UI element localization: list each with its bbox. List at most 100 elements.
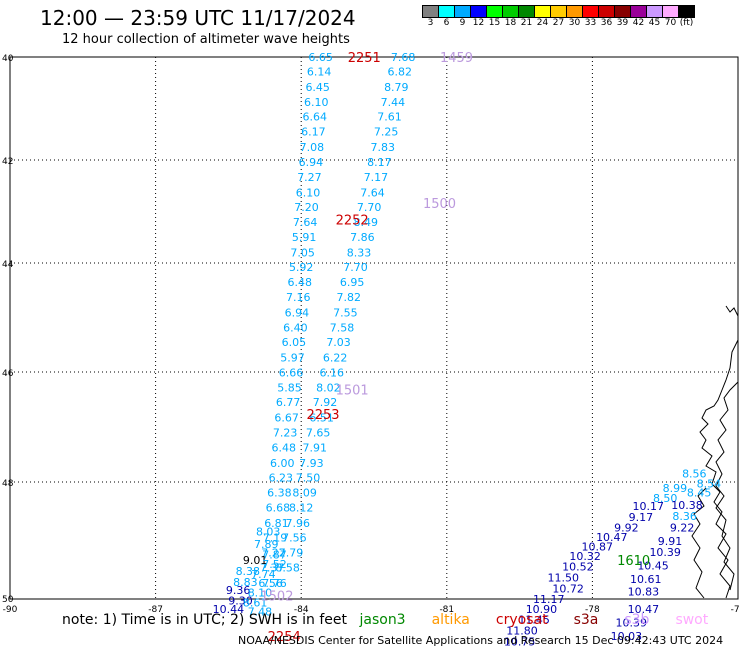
wave-height-value: 10.47 <box>628 603 660 616</box>
lat-tick-label: 40 <box>2 54 14 64</box>
coastline-path-4 <box>725 305 739 317</box>
wave-height-value: 8.58 <box>275 562 300 575</box>
wave-height-value: 7.08 <box>300 141 325 154</box>
wave-height-value: 11.50 <box>548 571 580 584</box>
color-swatch-label: 36 <box>600 18 613 28</box>
wave-height-value: 7.20 <box>294 201 319 214</box>
color-legend: 3 6 9 12 15 18 21 24 27 30 33 36 39 42 45 70 (ft) <box>422 5 695 28</box>
satellite-name-swot: swot <box>675 612 709 628</box>
satellite-name-jason3: jason3 <box>359 612 406 628</box>
wave-height-value: 7.79 <box>279 547 304 560</box>
satellite-name-s3b: s3b <box>624 612 650 628</box>
wave-height-value: 5.85 <box>277 382 302 395</box>
pass-time-label: 2252 <box>336 213 369 228</box>
wave-height-value: 7.64 <box>360 186 385 199</box>
pass-time-label: 1501 <box>336 384 369 399</box>
wave-height-value: 7.91 <box>303 442 328 455</box>
wave-height-value: 6.94 <box>299 156 324 169</box>
wave-height-value: 7.37 <box>260 562 285 575</box>
wave-height-value: 6.56 <box>258 577 283 590</box>
color-legend-labels <box>422 5 695 18</box>
wave-height-value: 8.03 <box>256 525 281 538</box>
wave-height-value: 7.74 <box>251 568 276 581</box>
wave-height-value: 7.82 <box>337 291 362 304</box>
color-swatch-label: 45 <box>648 18 661 28</box>
wave-height-value: 10.90 <box>526 603 558 616</box>
wave-height-value: 6.94 <box>285 306 310 319</box>
wave-height-value: 7.93 <box>299 457 324 470</box>
wave-height-value: 7.50 <box>296 471 321 484</box>
wave-height-value: 7.58 <box>330 322 355 335</box>
wave-height-value: 6.23 <box>269 471 294 484</box>
color-swatch-label: 12 <box>472 18 485 28</box>
pass-time-label: 1500 <box>423 197 456 212</box>
wave-height-value: 6.65 <box>308 51 333 64</box>
wave-height-value: 6.00 <box>270 457 295 470</box>
wave-height-value: 7.19 <box>263 531 288 544</box>
color-swatch-label: 70 <box>664 18 677 28</box>
satellite-legend: jason3 altika cryosat s3a s3b swot <box>359 612 734 628</box>
wave-height-value: 7.55 <box>333 306 358 319</box>
wave-height-value: 8.99 <box>663 482 688 495</box>
wave-height-value: 11.17 <box>533 593 565 606</box>
wave-height-value: 10.39 <box>615 616 647 629</box>
wave-height-value: 10.45 <box>637 560 669 573</box>
color-swatch-label: 9 <box>459 18 466 28</box>
wave-height-value: 5.97 <box>280 351 305 364</box>
lon-tick-label: -78 <box>585 605 600 615</box>
lat-tick-label: 50 <box>2 595 14 605</box>
wave-height-value: 10.32 <box>569 550 601 563</box>
wave-height-value: 7.83 <box>370 141 395 154</box>
wave-height-value: 6.67 <box>274 411 299 424</box>
color-swatch-label: 39 <box>616 18 629 28</box>
lat-tick-label: 42 <box>2 157 13 167</box>
credit-line: NOAA/NESDIS Center for Satellite Applica… <box>238 634 724 647</box>
wave-height-value: 7.86 <box>350 231 375 244</box>
wave-height-value: 8.54 <box>697 477 722 490</box>
lat-tick-label: 46 <box>2 369 14 379</box>
satellite-name-altika: altika <box>431 612 470 628</box>
wave-height-value: 6.51 <box>309 411 334 424</box>
bottom-note: note: 1) Time is in UTC; 2) SWH is in fe… <box>62 612 740 628</box>
map-subtitle: 12 hour collection of altimeter wave hei… <box>62 32 350 47</box>
wave-height-value: 6.82 <box>387 66 412 79</box>
wave-height-value: 6.66 <box>279 366 304 379</box>
wave-height-value: 8.38 <box>236 565 261 578</box>
color-swatch-label: 6 <box>443 18 450 28</box>
color-swatch-label: 30 <box>568 18 581 28</box>
wave-height-value: 10.75 <box>504 635 536 648</box>
wave-height-value: 8.02 <box>316 382 341 395</box>
wave-height-value: 10.61 <box>630 573 662 586</box>
wave-height-value: 7.70 <box>343 261 368 274</box>
wave-height-value: 6.10 <box>296 186 321 199</box>
wave-height-value: 7.48 <box>248 606 273 619</box>
wave-height-value: 7.22 <box>261 547 286 560</box>
wave-height-value: 9.01 <box>243 554 268 567</box>
color-swatch-label: 15 <box>488 18 501 28</box>
color-swatch-label: 33 <box>584 18 597 28</box>
wave-height-value: 8.61 <box>243 596 268 609</box>
wave-height-value: 8.36 <box>672 510 697 523</box>
wave-height-value: 8.12 <box>289 502 314 515</box>
wave-height-value: 9.22 <box>670 522 695 535</box>
color-swatch-label: 42 <box>632 18 645 28</box>
wave-height-value: 10.39 <box>649 546 681 559</box>
wave-height-value: 6.64 <box>303 111 328 124</box>
wave-height-value: 6.68 <box>266 502 291 515</box>
wave-height-value: 6.22 <box>323 351 348 364</box>
color-swatch-label: 3 <box>427 18 434 28</box>
wave-height-value: 6.17 <box>301 126 326 139</box>
wave-height-value: 7.61 <box>377 111 402 124</box>
map-grid <box>10 57 738 598</box>
wave-height-value: 7.05 <box>290 246 315 259</box>
lon-tick-label: -87 <box>148 605 163 615</box>
lon-tick-label: -84 <box>294 605 309 615</box>
wave-height-value: 6.48 <box>287 276 312 289</box>
coastline <box>691 305 739 599</box>
wave-height-value: 7.76 <box>262 577 287 590</box>
pass-labels: 2251 1459 2252 1500 1501 2253 1502 2254 1610 <box>260 51 650 645</box>
wave-height-value: 10.87 <box>582 541 614 554</box>
wave-height-value: 6.95 <box>340 276 365 289</box>
wave-height-value: 8.09 <box>292 487 317 500</box>
